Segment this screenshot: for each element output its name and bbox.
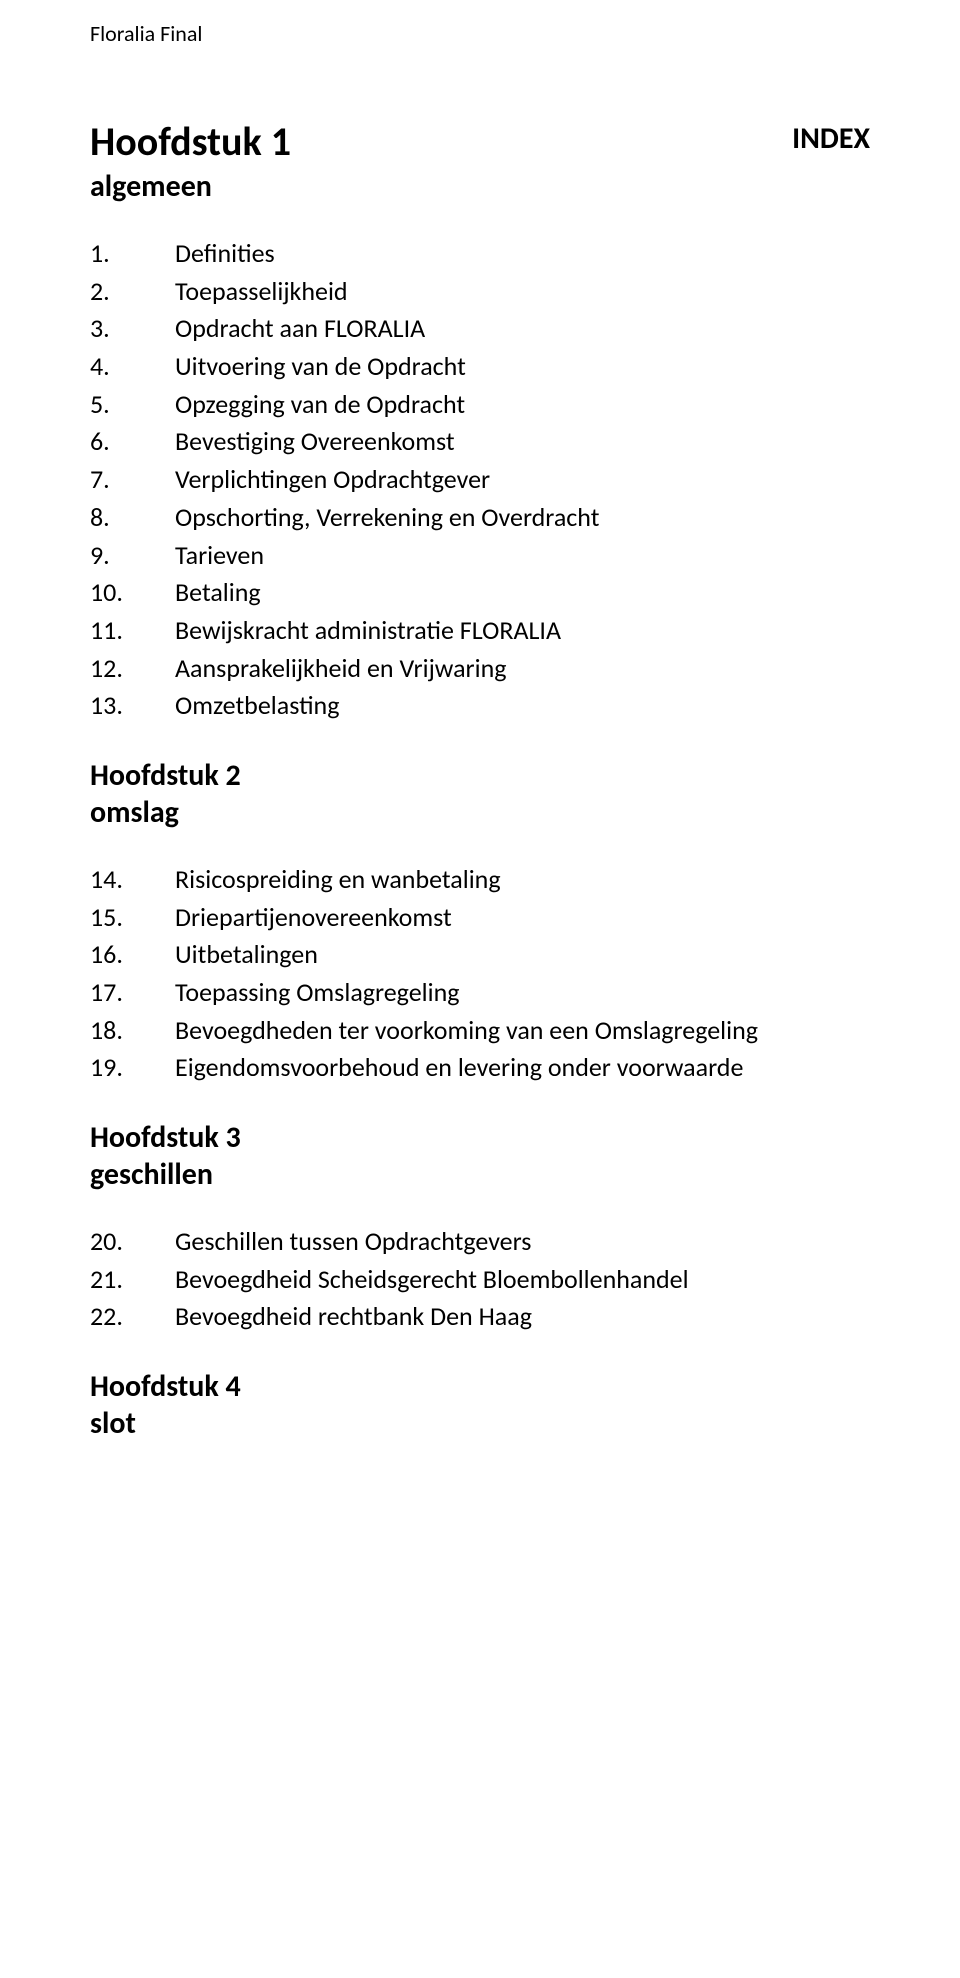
- toc-row: 10. Betaling: [90, 574, 870, 612]
- toc-row: 15. Driepartijenovereenkomst: [90, 899, 870, 937]
- toc-num: 9.: [90, 537, 175, 575]
- toc-label: Opschorting, Verrekening en Overdracht: [175, 499, 870, 537]
- toc-row: 4. Uitvoering van de Opdracht: [90, 348, 870, 386]
- chapter-subtitle: geschillen: [90, 1156, 870, 1193]
- toc-label: Eigendomsvoorbehoud en levering onder vo…: [175, 1049, 870, 1087]
- toc-label: Opdracht aan FLORALIA: [175, 310, 870, 348]
- toc-num: 18.: [90, 1012, 175, 1050]
- toc-num: 3.: [90, 310, 175, 348]
- toc-label: Risicospreiding en wanbetaling: [175, 861, 870, 899]
- toc-label: Tarieven: [175, 537, 870, 575]
- toc-row: 13. Omzetbelasting: [90, 687, 870, 725]
- toc-label: Geschillen tussen Opdrachtgevers: [175, 1223, 870, 1261]
- toc-label: Bevoegdheid rechtbank Den Haag: [175, 1298, 870, 1336]
- toc-label: Bewijskracht administratie FLORALIA: [175, 612, 870, 650]
- chapter-subtitle: omslag: [90, 794, 870, 831]
- chapter-title: Hoofdstuk 4: [90, 1368, 870, 1405]
- chapter-title: Hoofdstuk 2: [90, 757, 870, 794]
- toc-num: 17.: [90, 974, 175, 1012]
- toc-row: 21. Bevoegdheid Scheidsgerecht Bloemboll…: [90, 1261, 870, 1299]
- toc-label: Bevoegdheden ter voorkoming van een Omsl…: [175, 1012, 870, 1050]
- toc-list: 14. Risicospreiding en wanbetaling 15. D…: [90, 861, 870, 1087]
- toc-label: Definities: [175, 235, 870, 273]
- toc-label: Driepartijenovereenkomst: [175, 899, 870, 937]
- toc-row: 12. Aansprakelijkheid en Vrijwaring: [90, 650, 870, 688]
- chapter-subtitle: algemeen: [90, 168, 870, 205]
- toc-list: 20. Geschillen tussen Opdrachtgevers 21.…: [90, 1223, 870, 1336]
- toc-num: 20.: [90, 1223, 175, 1261]
- toc-row: 11. Bewijskracht administratie FLORALIA: [90, 612, 870, 650]
- toc-row: 7. Verplichtingen Opdrachtgever: [90, 461, 870, 499]
- chapter-title: Hoofdstuk 3: [90, 1119, 870, 1156]
- toc-num: 6.: [90, 423, 175, 461]
- toc-label: Toepasselijkheid: [175, 273, 870, 311]
- toc-label: Uitbetalingen: [175, 936, 870, 974]
- toc-num: 10.: [90, 574, 175, 612]
- toc-label: Uitvoering van de Opdracht: [175, 348, 870, 386]
- toc-label: Opzegging van de Opdracht: [175, 386, 870, 424]
- toc-label: Betaling: [175, 574, 870, 612]
- toc-row: 9. Tarieven: [90, 537, 870, 575]
- document-header: Floralia Final: [90, 20, 870, 47]
- toc-num: 2.: [90, 273, 175, 311]
- toc-label: Aansprakelijkheid en Vrijwaring: [175, 650, 870, 688]
- toc-row: 3. Opdracht aan FLORALIA: [90, 310, 870, 348]
- toc-row: 8. Opschorting, Verrekening en Overdrach…: [90, 499, 870, 537]
- toc-num: 11.: [90, 612, 175, 650]
- toc-num: 22.: [90, 1298, 175, 1336]
- toc-num: 13.: [90, 687, 175, 725]
- chapter-subtitle: slot: [90, 1405, 870, 1442]
- toc-row: 1. Definities: [90, 235, 870, 273]
- toc-num: 7.: [90, 461, 175, 499]
- toc-label: Omzetbelasting: [175, 687, 870, 725]
- toc-num: 15.: [90, 899, 175, 937]
- chapter-title: Hoofdstuk 1: [90, 117, 870, 166]
- toc-label: Bevestiging Overeenkomst: [175, 423, 870, 461]
- toc-row: 22. Bevoegdheid rechtbank Den Haag: [90, 1298, 870, 1336]
- toc-num: 12.: [90, 650, 175, 688]
- toc-num: 14.: [90, 861, 175, 899]
- toc-num: 1.: [90, 235, 175, 273]
- toc-num: 4.: [90, 348, 175, 386]
- document-page: Floralia Final INDEX Hoofdstuk 1 algemee…: [0, 0, 960, 1978]
- toc-label: Verplichtingen Opdrachtgever: [175, 461, 870, 499]
- toc-row: 6. Bevestiging Overeenkomst: [90, 423, 870, 461]
- toc-row: 16. Uitbetalingen: [90, 936, 870, 974]
- toc-num: 8.: [90, 499, 175, 537]
- toc-row: 2. Toepasselijkheid: [90, 273, 870, 311]
- toc-num: 19.: [90, 1049, 175, 1087]
- toc-label: Toepassing Omslagregeling: [175, 974, 870, 1012]
- toc-list: 1. Definities 2. Toepasselijkheid 3. Opd…: [90, 235, 870, 725]
- toc-row: 14. Risicospreiding en wanbetaling: [90, 861, 870, 899]
- toc-row: 17. Toepassing Omslagregeling: [90, 974, 870, 1012]
- toc-num: 21.: [90, 1261, 175, 1299]
- toc-label: Bevoegdheid Scheidsgerecht Bloembollenha…: [175, 1261, 870, 1299]
- toc-row: 20. Geschillen tussen Opdrachtgevers: [90, 1223, 870, 1261]
- toc-row: 19. Eigendomsvoorbehoud en levering onde…: [90, 1049, 870, 1087]
- toc-row: 5. Opzegging van de Opdracht: [90, 386, 870, 424]
- index-title: INDEX: [792, 120, 870, 157]
- toc-num: 5.: [90, 386, 175, 424]
- toc-row: 18. Bevoegdheden ter voorkoming van een …: [90, 1012, 870, 1050]
- toc-num: 16.: [90, 936, 175, 974]
